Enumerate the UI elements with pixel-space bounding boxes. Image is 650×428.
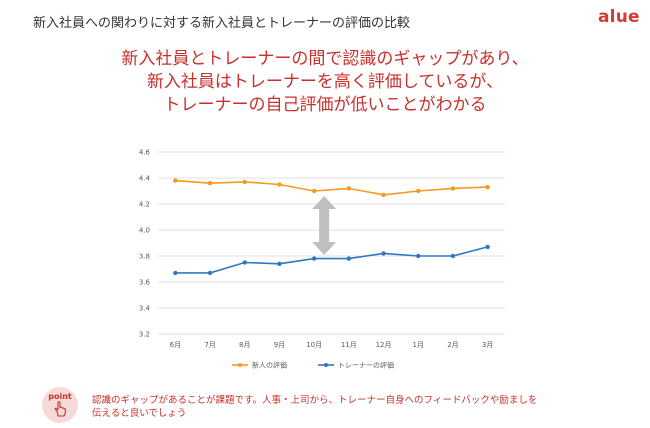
data-point bbox=[277, 182, 282, 187]
headline-line: 新入社員とトレーナーの間で認識のギャップがあり、 bbox=[121, 49, 529, 69]
headline-line: 新入社員はトレーナーを高く評価しているが、 bbox=[146, 72, 504, 92]
data-point bbox=[242, 179, 247, 185]
series-line bbox=[175, 246, 488, 274]
data-point bbox=[346, 186, 352, 191]
x-tick-label: 3月 bbox=[482, 341, 493, 349]
brand-logo: alue bbox=[598, 7, 640, 27]
x-tick-label: 11月 bbox=[341, 341, 357, 349]
x-tick-label: 1月 bbox=[413, 341, 424, 349]
series-line bbox=[175, 179, 488, 196]
headline: 新入社員とトレーナーの間で認識のギャップがあり、 新入社員はトレーナーを高く評価… bbox=[0, 48, 650, 117]
y-tick-label: 3.6 bbox=[139, 279, 151, 287]
y-tick-label: 4.4 bbox=[139, 175, 151, 183]
data-point bbox=[277, 261, 282, 266]
data-point bbox=[311, 256, 317, 261]
legend-label: トレーナーの評価 bbox=[338, 361, 394, 370]
note-line: 伝えると良いでしょう bbox=[92, 408, 187, 419]
data-point bbox=[173, 270, 178, 276]
y-tick-label: 4.2 bbox=[139, 201, 150, 209]
legend-marker bbox=[238, 363, 242, 367]
y-tick-label: 4.0 bbox=[139, 227, 150, 235]
legend-label: 新人の評価 bbox=[252, 361, 287, 370]
data-point bbox=[381, 251, 386, 256]
page-title: 新入社員への関わりに対する新入社員とトレーナーの評価の比較 bbox=[33, 16, 411, 31]
point-badge-label: point bbox=[48, 392, 72, 401]
gap-double-arrow bbox=[312, 196, 337, 255]
x-tick-label: 9月 bbox=[274, 341, 285, 349]
note-line: 認識のギャップがあることが課題です。人事・上司から、トレーナー自身へのフィードバ… bbox=[92, 395, 538, 406]
x-tick-label: 7月 bbox=[204, 341, 215, 349]
point-badge: point bbox=[42, 387, 78, 423]
y-tick-label: 3.2 bbox=[139, 331, 150, 339]
x-tick-label: 6月 bbox=[170, 341, 181, 349]
data-point bbox=[381, 192, 386, 198]
pointing-hand-icon bbox=[54, 401, 67, 417]
data-point bbox=[207, 181, 213, 186]
data-point bbox=[485, 184, 490, 190]
x-tick-label: 8月 bbox=[239, 341, 250, 349]
data-point bbox=[416, 188, 421, 194]
x-tick-label: 2月 bbox=[447, 341, 458, 349]
data-point bbox=[485, 244, 490, 250]
data-point bbox=[450, 186, 456, 191]
legend-marker bbox=[324, 363, 328, 367]
data-point bbox=[346, 256, 352, 261]
note: 認識のギャップがあることが課題です。人事・上司から、トレーナー自身へのフィードバ… bbox=[92, 394, 622, 420]
data-point bbox=[311, 188, 317, 194]
x-tick-label: 10月 bbox=[306, 341, 322, 349]
data-point bbox=[207, 270, 213, 276]
x-tick-label: 12月 bbox=[376, 341, 392, 349]
data-point bbox=[242, 260, 247, 265]
y-tick-label: 3.4 bbox=[139, 305, 151, 313]
y-tick-label: 4.6 bbox=[139, 149, 151, 157]
headline-line: トレーナーの自己評価が低いことがわかる bbox=[163, 95, 487, 115]
y-tick-label: 3.8 bbox=[139, 253, 150, 261]
data-point bbox=[416, 253, 421, 259]
data-point bbox=[173, 178, 178, 183]
data-point bbox=[450, 253, 456, 259]
